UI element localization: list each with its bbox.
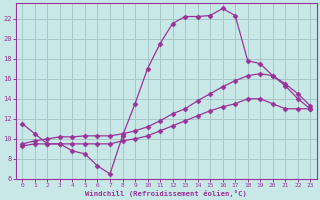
X-axis label: Windchill (Refroidissement éolien,°C): Windchill (Refroidissement éolien,°C): [85, 190, 247, 197]
